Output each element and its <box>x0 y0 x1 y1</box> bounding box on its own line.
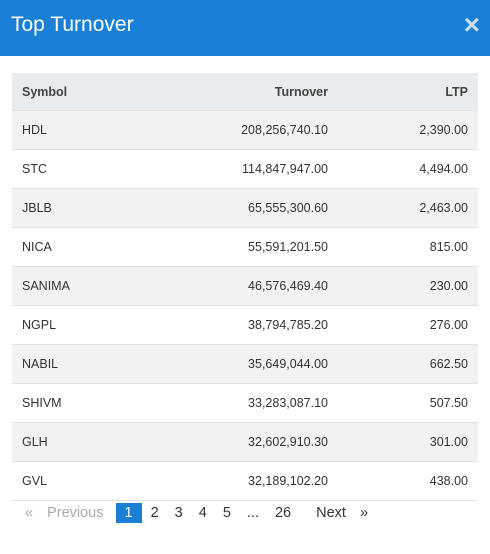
table-cell: 35,649,044.00 <box>192 344 338 384</box>
header-row: Symbol Turnover LTP <box>12 73 478 111</box>
page-link[interactable]: 2 <box>150 505 159 521</box>
table-row: NABIL 35,649,044.00 662.50 <box>12 344 478 384</box>
table-cell: 2,463.00 <box>338 188 478 228</box>
page-link[interactable]: 1 <box>115 503 142 523</box>
table-row: SHIVM 33,283,087.10 507.50 <box>12 383 478 423</box>
table-cell: 662.50 <box>338 344 478 384</box>
table-cell: 276.00 <box>338 305 478 345</box>
table-cell: 38,794,785.20 <box>192 305 338 345</box>
column-header[interactable]: Turnover <box>192 73 338 111</box>
table-cell: 301.00 <box>338 422 478 462</box>
column-header[interactable]: Symbol <box>12 73 192 111</box>
table-row: SANIMA 46,576,469.40 230.00 <box>12 266 478 306</box>
table-cell: 46,576,469.40 <box>192 266 338 306</box>
table-row: STC 114,847,947.00 4,494.00 <box>12 149 478 189</box>
table-row: GVL 32,189,102.20 438.00 <box>12 461 478 501</box>
table-row: NGPL 38,794,785.20 276.00 <box>12 305 478 345</box>
table-cell: GVL <box>12 461 192 501</box>
table-cell: 32,189,102.20 <box>192 461 338 501</box>
table-row: HDL 208,256,740.10 2,390.00 <box>12 110 478 150</box>
table-cell: SHIVM <box>12 383 192 423</box>
first-page[interactable]: « <box>25 505 34 521</box>
next-page[interactable]: Next <box>316 505 346 521</box>
page-link[interactable]: 3 <box>174 505 183 521</box>
page-link[interactable]: 26 <box>274 505 292 521</box>
table-cell: NICA <box>12 227 192 267</box>
table-cell: 230.00 <box>338 266 478 306</box>
table-cell: 438.00 <box>338 461 478 501</box>
table-cell: 32,602,910.30 <box>192 422 338 462</box>
table-cell: STC <box>12 149 192 189</box>
table-cell: SANIMA <box>12 266 192 306</box>
turnover-table: Symbol Turnover LTP HDL 208,256,740.10 2,390… <box>12 73 478 501</box>
column-header[interactable]: LTP <box>338 73 478 111</box>
close-button[interactable]: × <box>463 9 480 40</box>
table-cell: 208,256,740.10 <box>192 110 338 150</box>
table-cell: 2,390.00 <box>338 110 478 150</box>
table-cell: 55,591,201.50 <box>192 227 338 267</box>
page-link[interactable]: ... <box>246 505 259 521</box>
table-cell: 33,283,087.10 <box>192 383 338 423</box>
previous-page[interactable]: Previous <box>47 505 104 521</box>
modal-title: Top Turnover <box>11 13 134 36</box>
table-cell: 114,847,947.00 <box>192 149 338 189</box>
modal-header: Top Turnover × <box>0 0 490 56</box>
page-link[interactable]: 4 <box>198 505 207 521</box>
table-cell: 815.00 <box>338 227 478 267</box>
table-cell: GLH <box>12 422 192 462</box>
table-cell: NGPL <box>12 305 192 345</box>
last-page[interactable]: » <box>359 505 369 521</box>
table-cell: JBLB <box>12 188 192 228</box>
page-link[interactable]: 5 <box>222 505 231 521</box>
table-cell: 65,555,300.60 <box>192 188 338 228</box>
pagination: « Previous 1 2 3 4 5... 26 Next » <box>18 502 375 524</box>
table-cell: NABIL <box>12 344 192 384</box>
table-cell: 507.50 <box>338 383 478 423</box>
table-row: GLH 32,602,910.30 301.00 <box>12 422 478 462</box>
table-row: JBLB 65,555,300.60 2,463.00 <box>12 188 478 228</box>
table-row: NICA 55,591,201.50 815.00 <box>12 227 478 267</box>
table-cell: HDL <box>12 110 192 150</box>
table-cell: 4,494.00 <box>338 149 478 189</box>
